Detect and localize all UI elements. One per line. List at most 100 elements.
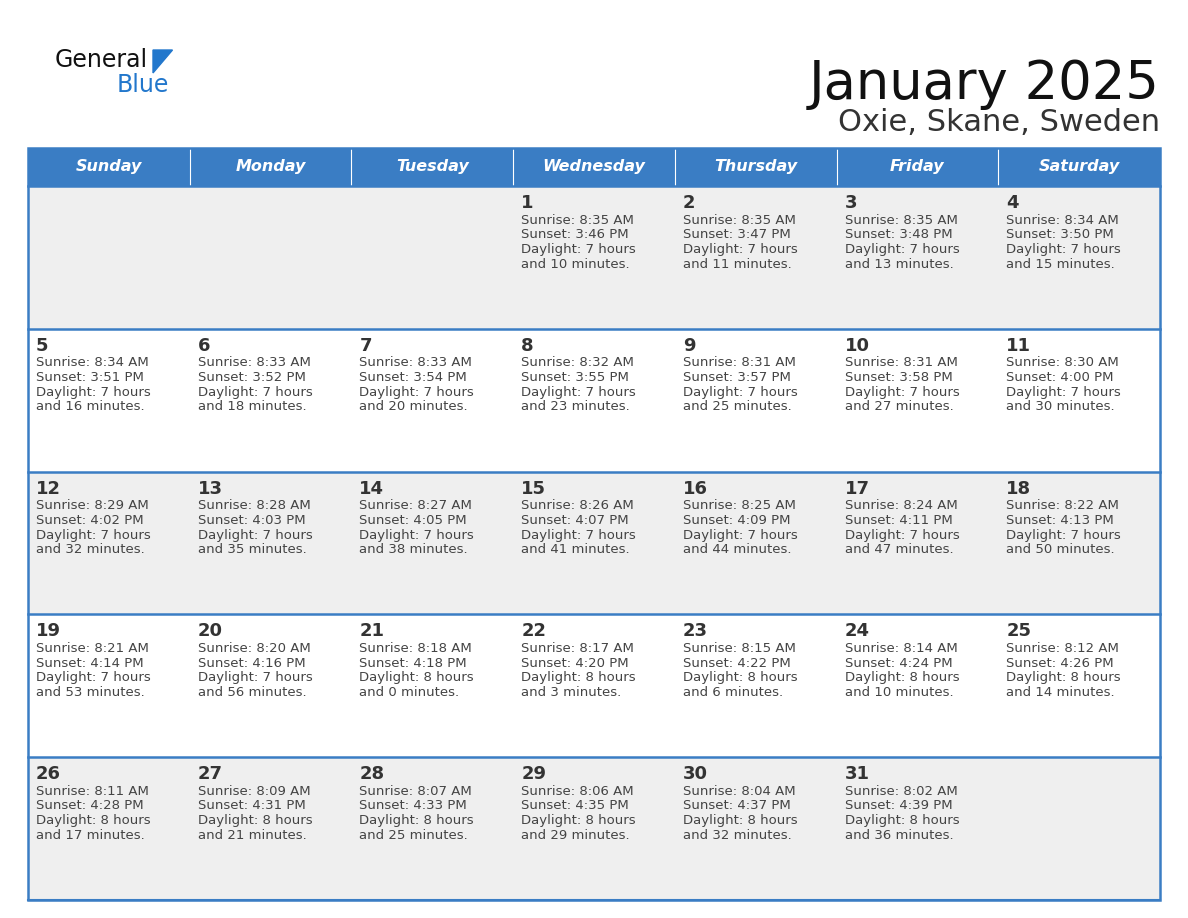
Text: Sunset: 4:03 PM: Sunset: 4:03 PM xyxy=(197,514,305,527)
Text: Blue: Blue xyxy=(116,73,170,97)
Text: Sunrise: 8:14 AM: Sunrise: 8:14 AM xyxy=(845,642,958,655)
Text: Sunset: 4:05 PM: Sunset: 4:05 PM xyxy=(360,514,467,527)
Bar xyxy=(513,148,675,186)
Text: 15: 15 xyxy=(522,479,546,498)
Text: and 16 minutes.: and 16 minutes. xyxy=(36,400,145,413)
Text: 1: 1 xyxy=(522,194,533,212)
Text: 25: 25 xyxy=(1006,622,1031,641)
Text: and 50 minutes.: and 50 minutes. xyxy=(1006,543,1114,556)
Bar xyxy=(190,148,352,186)
Text: General: General xyxy=(55,48,148,72)
Text: Daylight: 8 hours: Daylight: 8 hours xyxy=(683,671,797,684)
Text: and 47 minutes.: and 47 minutes. xyxy=(845,543,953,556)
Text: 11: 11 xyxy=(1006,337,1031,354)
Text: Wednesday: Wednesday xyxy=(543,160,645,174)
Text: Sunset: 4:09 PM: Sunset: 4:09 PM xyxy=(683,514,790,527)
Text: Thursday: Thursday xyxy=(714,160,797,174)
Text: and 21 minutes.: and 21 minutes. xyxy=(197,829,307,842)
Text: Sunset: 4:16 PM: Sunset: 4:16 PM xyxy=(197,656,305,669)
Bar xyxy=(29,472,1159,614)
Text: Sunrise: 8:11 AM: Sunrise: 8:11 AM xyxy=(36,785,148,798)
Text: and 14 minutes.: and 14 minutes. xyxy=(1006,686,1114,700)
Text: and 29 minutes.: and 29 minutes. xyxy=(522,829,630,842)
Bar xyxy=(29,329,1159,472)
Text: Sunset: 4:13 PM: Sunset: 4:13 PM xyxy=(1006,514,1114,527)
Text: Sunset: 4:18 PM: Sunset: 4:18 PM xyxy=(360,656,467,669)
Text: and 53 minutes.: and 53 minutes. xyxy=(36,686,145,700)
Bar xyxy=(998,148,1159,186)
Text: 12: 12 xyxy=(36,479,61,498)
Text: Sunrise: 8:30 AM: Sunrise: 8:30 AM xyxy=(1006,356,1119,369)
Text: 19: 19 xyxy=(36,622,61,641)
Text: and 32 minutes.: and 32 minutes. xyxy=(683,829,791,842)
Text: Sunrise: 8:07 AM: Sunrise: 8:07 AM xyxy=(360,785,472,798)
Bar xyxy=(29,148,1159,900)
Text: Tuesday: Tuesday xyxy=(396,160,468,174)
Text: 27: 27 xyxy=(197,766,222,783)
Text: Daylight: 8 hours: Daylight: 8 hours xyxy=(360,671,474,684)
Text: 10: 10 xyxy=(845,337,870,354)
Text: Sunrise: 8:28 AM: Sunrise: 8:28 AM xyxy=(197,499,310,512)
Text: January 2025: January 2025 xyxy=(809,58,1159,110)
Text: Sunset: 3:48 PM: Sunset: 3:48 PM xyxy=(845,229,953,241)
Text: and 25 minutes.: and 25 minutes. xyxy=(360,829,468,842)
Text: Sunrise: 8:15 AM: Sunrise: 8:15 AM xyxy=(683,642,796,655)
Text: Sunrise: 8:31 AM: Sunrise: 8:31 AM xyxy=(845,356,958,369)
Text: Sunset: 3:54 PM: Sunset: 3:54 PM xyxy=(360,371,467,384)
Text: Sunrise: 8:32 AM: Sunrise: 8:32 AM xyxy=(522,356,634,369)
Text: Sunset: 4:02 PM: Sunset: 4:02 PM xyxy=(36,514,144,527)
Text: Daylight: 7 hours: Daylight: 7 hours xyxy=(522,529,636,542)
Text: and 32 minutes.: and 32 minutes. xyxy=(36,543,145,556)
Text: Sunset: 3:57 PM: Sunset: 3:57 PM xyxy=(683,371,791,384)
Text: Daylight: 8 hours: Daylight: 8 hours xyxy=(683,814,797,827)
Text: Sunrise: 8:35 AM: Sunrise: 8:35 AM xyxy=(522,214,634,227)
Text: and 3 minutes.: and 3 minutes. xyxy=(522,686,621,700)
Text: Daylight: 7 hours: Daylight: 7 hours xyxy=(683,529,797,542)
Text: Sunset: 3:58 PM: Sunset: 3:58 PM xyxy=(845,371,953,384)
Text: 7: 7 xyxy=(360,337,372,354)
Text: 6: 6 xyxy=(197,337,210,354)
Text: 13: 13 xyxy=(197,479,222,498)
Text: Sunset: 4:39 PM: Sunset: 4:39 PM xyxy=(845,800,953,812)
Text: Sunday: Sunday xyxy=(76,160,143,174)
Text: Sunrise: 8:06 AM: Sunrise: 8:06 AM xyxy=(522,785,633,798)
Bar xyxy=(29,186,1159,329)
Bar xyxy=(675,148,836,186)
Text: 18: 18 xyxy=(1006,479,1031,498)
Text: and 30 minutes.: and 30 minutes. xyxy=(1006,400,1114,413)
Text: Daylight: 7 hours: Daylight: 7 hours xyxy=(1006,243,1121,256)
Text: Sunset: 3:46 PM: Sunset: 3:46 PM xyxy=(522,229,628,241)
Text: 4: 4 xyxy=(1006,194,1019,212)
Text: Daylight: 7 hours: Daylight: 7 hours xyxy=(197,529,312,542)
Text: Sunrise: 8:26 AM: Sunrise: 8:26 AM xyxy=(522,499,634,512)
Text: 28: 28 xyxy=(360,766,385,783)
Text: Sunrise: 8:34 AM: Sunrise: 8:34 AM xyxy=(1006,214,1119,227)
Text: Friday: Friday xyxy=(890,160,944,174)
Text: Sunrise: 8:21 AM: Sunrise: 8:21 AM xyxy=(36,642,148,655)
Text: and 20 minutes.: and 20 minutes. xyxy=(360,400,468,413)
Text: and 10 minutes.: and 10 minutes. xyxy=(845,686,953,700)
Text: Sunrise: 8:09 AM: Sunrise: 8:09 AM xyxy=(197,785,310,798)
Text: Sunrise: 8:31 AM: Sunrise: 8:31 AM xyxy=(683,356,796,369)
Text: 22: 22 xyxy=(522,622,546,641)
Text: Daylight: 8 hours: Daylight: 8 hours xyxy=(197,814,312,827)
Text: and 6 minutes.: and 6 minutes. xyxy=(683,686,783,700)
Text: 24: 24 xyxy=(845,622,870,641)
Text: Daylight: 7 hours: Daylight: 7 hours xyxy=(522,386,636,398)
Text: Daylight: 7 hours: Daylight: 7 hours xyxy=(360,386,474,398)
Text: Daylight: 8 hours: Daylight: 8 hours xyxy=(36,814,151,827)
Text: and 36 minutes.: and 36 minutes. xyxy=(845,829,953,842)
Text: and 56 minutes.: and 56 minutes. xyxy=(197,686,307,700)
Text: Daylight: 8 hours: Daylight: 8 hours xyxy=(522,671,636,684)
Text: Sunset: 3:52 PM: Sunset: 3:52 PM xyxy=(197,371,305,384)
Text: 23: 23 xyxy=(683,622,708,641)
Text: Sunrise: 8:29 AM: Sunrise: 8:29 AM xyxy=(36,499,148,512)
Text: Sunrise: 8:18 AM: Sunrise: 8:18 AM xyxy=(360,642,472,655)
Text: Saturday: Saturday xyxy=(1038,160,1120,174)
Text: Oxie, Skane, Sweden: Oxie, Skane, Sweden xyxy=(838,108,1159,137)
Text: Sunset: 4:14 PM: Sunset: 4:14 PM xyxy=(36,656,144,669)
Text: 9: 9 xyxy=(683,337,695,354)
Text: Sunset: 4:37 PM: Sunset: 4:37 PM xyxy=(683,800,790,812)
Text: Sunrise: 8:35 AM: Sunrise: 8:35 AM xyxy=(845,214,958,227)
Text: Sunrise: 8:27 AM: Sunrise: 8:27 AM xyxy=(360,499,473,512)
